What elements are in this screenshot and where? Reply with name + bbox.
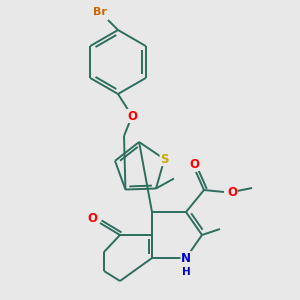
Text: S: S (160, 153, 169, 166)
Text: Br: Br (93, 7, 107, 17)
Text: H: H (182, 267, 190, 277)
Text: O: O (227, 185, 237, 199)
Text: N: N (181, 251, 191, 265)
Text: O: O (87, 212, 97, 226)
Text: O: O (127, 110, 137, 122)
Text: O: O (189, 158, 199, 170)
